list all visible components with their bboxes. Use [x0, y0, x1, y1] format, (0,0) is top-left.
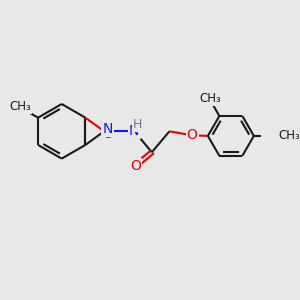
Text: CH₃: CH₃: [200, 92, 221, 105]
Text: O: O: [187, 128, 197, 142]
Text: N: N: [129, 124, 140, 138]
Text: N: N: [102, 122, 112, 136]
Text: O: O: [130, 159, 141, 173]
Text: H: H: [133, 118, 142, 131]
Text: CH₃: CH₃: [10, 100, 31, 113]
Text: O: O: [102, 127, 113, 141]
Text: CH₃: CH₃: [278, 129, 300, 142]
